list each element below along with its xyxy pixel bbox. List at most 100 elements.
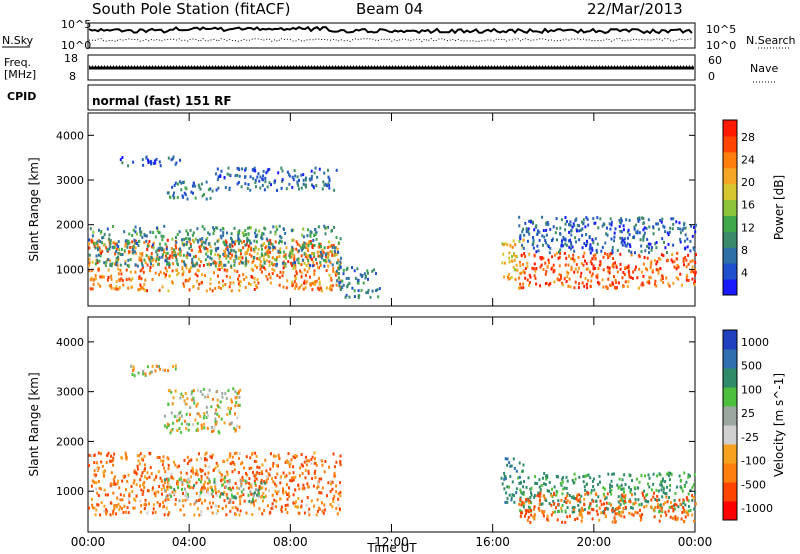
heatmap-cell [306,485,309,489]
heatmap-cell [223,243,226,247]
heatmap-cell [206,247,209,251]
heatmap-cell [148,240,151,244]
heatmap-cell [115,285,118,289]
heatmap-cell [195,404,198,408]
heatmap-cell [234,404,237,408]
heatmap-cell [207,487,209,491]
heatmap-cell [127,164,130,168]
heatmap-cell [292,478,295,482]
heatmap-cell [605,506,608,510]
heatmap-cell [99,254,102,258]
heatmap-cell [294,274,297,278]
heatmap-cell [175,268,178,272]
heatmap-cell [242,234,245,238]
heatmap-cell [545,228,548,232]
heatmap-cell [296,242,299,246]
heatmap-cell [188,480,191,484]
heatmap-cell [584,474,587,478]
heatmap-cell [573,286,576,290]
heatmap-cell [327,253,330,257]
heatmap-cell [164,242,167,246]
heatmap-cell [110,471,113,475]
heatmap-cell [649,276,652,280]
heatmap-cell [341,279,344,283]
heatmap-cell [132,365,135,369]
heatmap-cell [234,412,236,416]
heatmap-cell [592,241,595,245]
heatmap-cell [509,464,512,468]
heatmap-cell [527,230,530,234]
heatmap-cell [193,399,195,403]
colorbar-swatch [723,501,737,521]
heatmap-cell [174,463,177,467]
heatmap-cell [313,282,316,286]
heatmap-cell [694,230,697,234]
heatmap-cell [331,250,334,254]
heatmap-cell [254,235,257,239]
heatmap-cell [241,261,243,265]
heatmap-cell [566,275,569,279]
heatmap-cell [582,222,585,226]
heatmap-cell [634,497,637,501]
heatmap-cell [142,483,144,487]
heatmap-cell [155,364,158,368]
heatmap-cell [282,254,285,258]
heatmap-cell [280,509,283,513]
heatmap-cell [570,243,573,247]
heatmap-cell [154,510,157,514]
heatmap-cell [268,241,271,245]
heatmap-cell [610,479,613,483]
heatmap-cell [88,506,91,510]
heatmap-cell [668,478,671,482]
heatmap-cell [184,479,187,483]
heatmap-cell [216,178,219,181]
heatmap-cell [648,251,650,255]
heatmap-cell [144,475,147,479]
heatmap-cell [661,277,664,280]
heatmap-cell [302,483,305,487]
heatmap-cell [148,475,151,479]
heatmap-cell [205,246,207,250]
heatmap-cell [300,283,303,287]
x-tick-label: 08:00 [273,535,308,549]
heatmap-cell [209,196,212,200]
heatmap-cell [570,268,573,272]
heatmap-cell [339,237,342,241]
x-axis-label: Time UT [366,541,417,554]
heatmap-cell [161,492,163,496]
heatmap-cell [301,472,304,475]
heatmap-cell [327,182,330,186]
heatmap-cell [176,273,179,277]
heatmap-cell [202,387,205,391]
heatmap-cell [337,497,340,501]
heatmap-cell [101,236,104,240]
heatmap-cell [267,247,270,251]
heatmap-cell [217,286,220,289]
heatmap-cell [143,469,146,472]
heatmap-cell [286,511,289,515]
heatmap-cell [274,476,277,479]
heatmap-cell [268,473,271,477]
heatmap-cell [221,266,224,269]
heatmap-cell [238,262,241,265]
heatmap-cell [157,247,160,251]
heatmap-cell [676,516,679,520]
heatmap-cell [275,264,278,268]
heatmap-cell [311,477,314,480]
heatmap-cell [98,246,101,250]
heatmap-cell [167,289,170,293]
heatmap-cell [621,243,624,247]
heatmap-cell [619,503,622,507]
heatmap-cell [144,502,147,506]
heatmap-cell [522,286,525,290]
heatmap-cell [256,266,258,269]
heatmap-cell [178,416,181,420]
heatmap-cell [253,239,256,243]
heatmap-cell [530,513,533,517]
heatmap-cell [539,491,542,495]
heatmap-cell [618,477,621,481]
heatmap-cell [189,269,192,273]
heatmap-cell [166,487,169,491]
heatmap-cell [207,477,210,481]
heatmap-cell [181,259,184,263]
